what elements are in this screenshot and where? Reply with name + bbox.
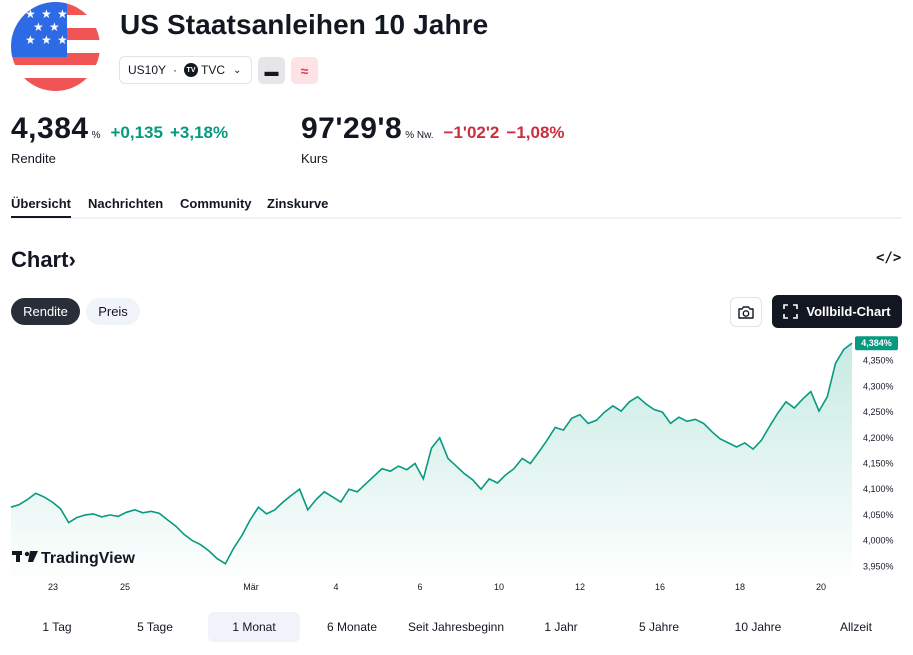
y-tick-label: 4,050% [863,510,894,520]
range-option[interactable]: 1 Tag [42,620,72,634]
page-title: US Staatsanleihen 10 Jahre [120,9,489,40]
range-selector: 1 Tag 5 Tage 1 Monat 6 Monate Seit Jahresbeg… [0,612,913,642]
x-tick-label: 16 [655,582,665,592]
mode-yield-button[interactable]: Rendite [11,298,80,325]
svg-text:★: ★ [57,33,68,47]
yield-unit: % [91,130,101,141]
last-value-marker: 4,384% [855,336,898,351]
exchange-name: TVC [201,63,226,77]
x-tick-label: 4 [333,582,338,592]
fullscreen-chart-button[interactable]: Vollbild-Chart [772,295,902,328]
last-value-label: 4,384% [861,338,892,348]
yield-chart[interactable]: 4,350% 4,300% 4,250% 4,200% 4,150% 4,100% 4,05… [0,330,913,600]
price-change-abs: −1'02'2 [443,123,500,142]
x-tick-label: Mär [243,582,259,592]
x-axis: 23 25 Mär 4 6 10 12 16 18 20 [48,582,826,592]
symbol-ticker: US10Y [128,63,167,77]
y-tick-label: 4,100% [863,484,894,494]
tradingview-watermark: TradingView [12,550,136,567]
price-unit: % Nw. [405,130,434,141]
bond-type-badge[interactable]: ▬ [258,57,285,84]
us-flag-icon: ★ ★ ★ ★ ★ ★ ★ ★ [11,2,100,91]
x-tick-label: 12 [575,582,585,592]
separator-dot: · [173,63,178,77]
yield-value: 4,384 [11,112,89,145]
tab-news[interactable]: Nachrichten [88,196,164,211]
svg-text:★: ★ [49,20,60,34]
x-tick-label: 18 [735,582,745,592]
y-tick-label: 4,200% [863,433,894,443]
range-option[interactable]: 5 Jahre [638,620,680,634]
svg-text:★: ★ [25,7,36,21]
last-value-badge [855,336,898,351]
y-tick-label: 4,250% [863,407,894,417]
svg-text:★: ★ [33,20,44,34]
chevron-right-icon: › [68,247,76,272]
section-tabs: Übersicht Nachrichten Community Zinskurv… [11,193,902,219]
range-option[interactable]: Seit Jahresbeginn [407,620,505,634]
approx-badge[interactable]: ≈ [291,57,318,84]
yield-label: Rendite [11,151,56,166]
camera-icon [738,305,754,319]
y-axis: 4,350% 4,300% 4,250% 4,200% 4,150% 4,100% 4,05… [863,356,894,572]
mode-price-button[interactable]: Preis [86,298,140,325]
fullscreen-icon [783,304,799,319]
x-tick-label: 10 [494,582,504,592]
yield-quote: 4,384 % +0,135 +3,18% [11,112,228,146]
x-tick-label: 23 [48,582,58,592]
exchange-logo-icon: TV [184,63,199,77]
snapshot-button[interactable] [730,297,762,327]
svg-text:★: ★ [25,33,36,47]
y-tick-label: 4,300% [863,381,894,391]
y-tick-label: 3,950% [863,561,894,571]
embed-code-icon[interactable]: </> [876,250,902,266]
y-tick-label: 4,000% [863,536,894,546]
price-change-pct: −1,08% [506,123,565,142]
chevron-down-icon: ⌄ [233,64,242,76]
yield-area [11,343,852,585]
svg-text:★: ★ [41,33,52,47]
tab-community[interactable]: Community [180,196,252,211]
svg-text:★: ★ [41,7,52,21]
svg-text:★: ★ [57,7,68,21]
range-option[interactable]: 1 Monat [208,612,300,642]
range-option[interactable]: 6 Monate [326,620,378,634]
tab-yield-curve[interactable]: Zinskurve [267,196,329,211]
chart-heading-link[interactable]: Chart› [11,247,76,273]
range-option[interactable]: 5 Tage [137,620,173,634]
range-option[interactable]: 10 Jahre [734,620,782,634]
x-tick-label: 20 [816,582,826,592]
price-quote: 97'29'8 % Nw. −1'02'2 −1,08% [301,112,565,146]
range-option[interactable]: Allzeit [839,620,872,634]
x-tick-label: 25 [120,582,130,592]
tab-overview[interactable]: Übersicht [11,196,71,218]
yield-change-abs: +0,135 [110,123,163,142]
tradingview-logo-icon [12,551,38,562]
x-tick-label: 6 [417,582,422,592]
chart-heading: Chart [11,247,69,272]
range-option[interactable]: 1 Jahr [544,620,578,634]
watermark-text: TradingView [41,550,136,567]
price-value: 97'29'8 [301,112,403,145]
yield-line [10,342,853,565]
y-tick-label: 4,350% [863,356,894,366]
y-tick-label: 4,150% [863,459,894,469]
symbol-selector[interactable]: US10Y · TV TVC ⌄ [119,56,252,84]
yield-change-pct: +3,18% [169,123,229,142]
price-label: Kurs [301,151,328,166]
fullscreen-label: Vollbild-Chart [806,304,891,319]
